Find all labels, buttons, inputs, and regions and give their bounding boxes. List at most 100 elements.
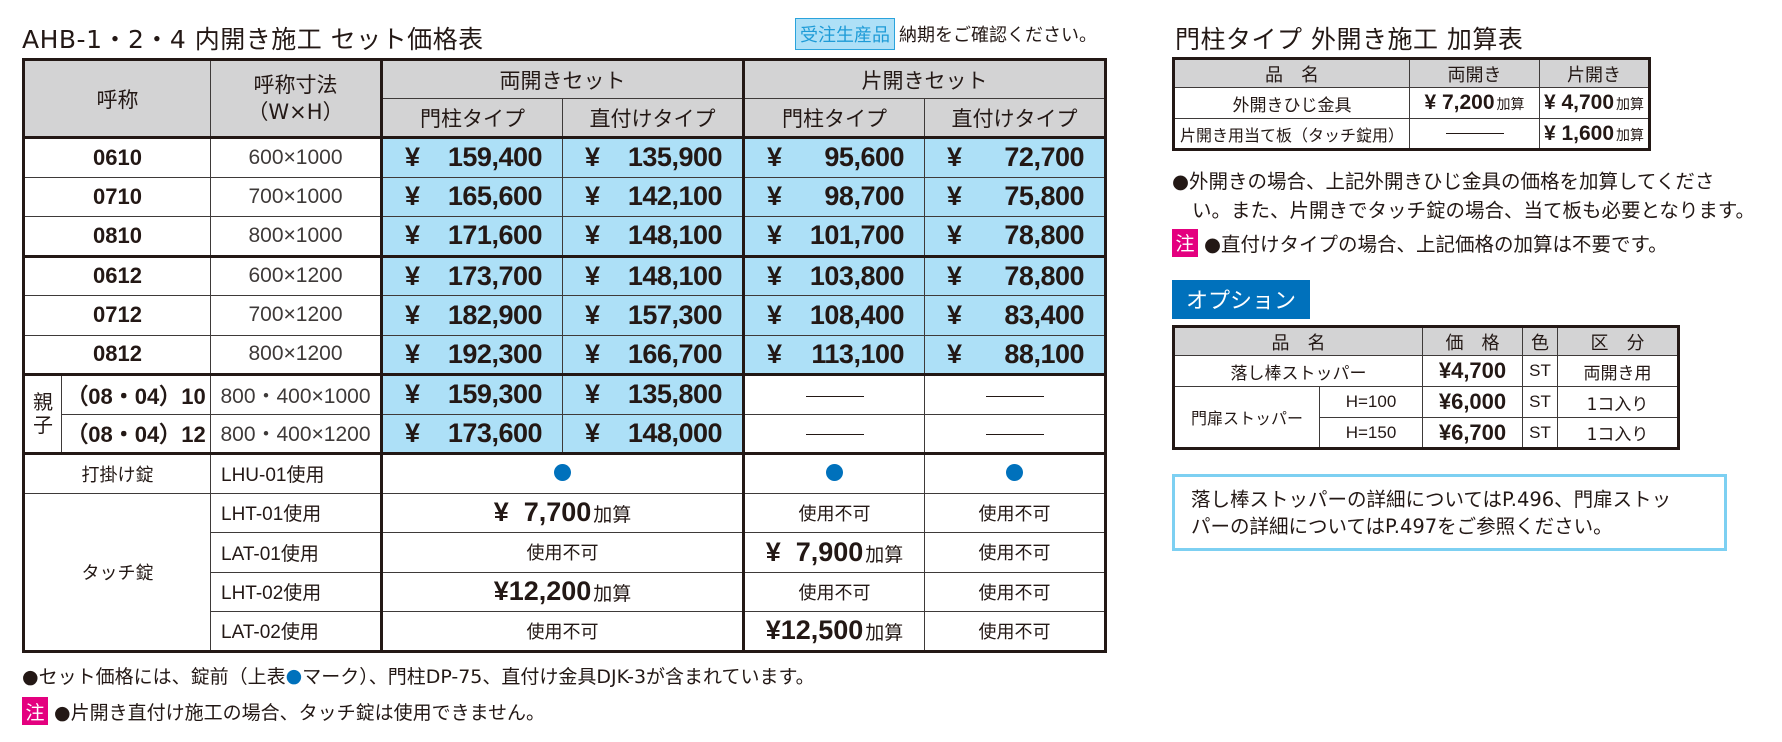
price-single-direct: ¥88,100: [924, 334, 1106, 375]
item-name: 片開き用当て板（タッチ錠用）: [1173, 118, 1410, 150]
lock-model: LAT-02使用: [210, 611, 382, 652]
price-single-direct: ¥83,400: [924, 295, 1106, 336]
price: ¥6,700: [1422, 417, 1523, 449]
included-mark-single-direct: [924, 452, 1106, 494]
price-double-direct: ¥135,800: [562, 373, 744, 415]
table-row: 0812 800×1200 ¥192,300 ¥166,700 ¥113,100…: [23, 334, 1106, 375]
yen-symbol: ¥: [947, 181, 962, 212]
price-double-direct: ¥135,900: [562, 136, 744, 178]
footnote-text: マーク）、門柱DP-75、直付け金具DJK-3が含まれています。: [302, 666, 815, 688]
header-row-2: 門柱タイプ 直付けタイプ 門柱タイプ 直付けタイプ: [24, 98, 1106, 138]
header-price: 価 格: [1422, 326, 1523, 356]
footnote-set-includes: ●セット価格には、錠前（上表 ● マーク）、門柱DP-75、直付け金具DJK-3が含…: [22, 662, 815, 689]
row-code: 0612: [23, 254, 211, 296]
row-code: 0712: [23, 295, 211, 336]
price-value: ¥ 1,600: [1543, 121, 1615, 145]
caution-badge: 注: [22, 697, 48, 725]
price-double-post: ¥159,300: [380, 373, 563, 415]
yen-symbol: ¥: [767, 260, 782, 291]
addon-suffix: 加算: [865, 622, 904, 645]
price-single-post: ¥108,400: [742, 295, 925, 336]
not-usable: 使用不可: [742, 492, 925, 533]
lock-model: LHT-02使用: [210, 571, 382, 612]
item-name: 外開きひじ金具: [1173, 87, 1410, 119]
row-size: 600×1000: [210, 136, 382, 178]
dash-line: [805, 434, 864, 436]
price-value: 101,700: [809, 220, 905, 251]
not-usable: 使用不可: [380, 611, 744, 652]
price: ¥4,700: [1422, 355, 1523, 387]
included-mark-double: [380, 452, 744, 494]
color: ST: [1522, 386, 1558, 418]
header-double-direct: 直付けタイプ: [562, 98, 744, 138]
lock-row-touch: LAT-02使用 使用不可 ¥12,500 加算 使用不可: [24, 611, 1106, 652]
price-single-direct: ¥78,800: [924, 216, 1106, 257]
price-value: 95,600: [824, 142, 904, 173]
header-category: 区 分: [1557, 326, 1679, 356]
yen-symbol: ¥: [585, 379, 600, 410]
price-value: 98,700: [824, 181, 904, 212]
header-color: 色: [1522, 326, 1558, 356]
yen-symbol: ¥: [767, 338, 782, 369]
category: 両開き用: [1557, 355, 1679, 387]
header-double-set: 両開きセット: [380, 59, 744, 99]
table-row: 0610 600×1000 ¥159,400 ¥135,900 ¥95,600 …: [23, 136, 1106, 178]
price-single-post: ¥113,100: [742, 334, 925, 375]
header-item: 品 名: [1173, 58, 1410, 88]
lock-model: LHT-01使用: [210, 492, 382, 533]
table-row: 落し棒ストッパー ¥4,700 ST 両開き用: [1173, 355, 1679, 387]
addon-value: ¥12,200: [493, 576, 592, 607]
header-row-1: 呼称 呼称寸法 （W×H） 両開きセット 片開きセット: [23, 59, 1106, 138]
caution-badge: 注: [1172, 228, 1198, 257]
yen-symbol: ¥: [405, 299, 420, 330]
set-price-table: 呼称 呼称寸法 （W×H） 両開きセット 片開きセット 門柱タイプ 直付けタイプ…: [22, 58, 1107, 653]
header-single-set: 片開きセット: [742, 59, 1106, 99]
row-code: （08・04）10: [61, 373, 211, 415]
row-code: 0710: [23, 176, 211, 217]
lock-row-touch: タッチ錠 LHT-01使用 ¥ 7,700 加算 使用不可 使用不可: [23, 492, 1106, 652]
price-single-direct: ¥78,800: [924, 254, 1106, 296]
header-name: 呼称: [23, 59, 211, 138]
addon-value: ¥ 7,700: [493, 497, 592, 528]
price-single-post-na: [742, 413, 925, 454]
price-double-post: ¥159,400: [380, 136, 563, 178]
price-double: ¥ 7,200 加算: [1409, 87, 1540, 119]
price-value: 159,300: [447, 379, 543, 410]
note-line: ●外開きの場合、上記外開きひじ金具の価格を加算してくださ: [1172, 170, 1715, 193]
price-value: 148,100: [627, 220, 723, 251]
blue-dot-icon: [826, 463, 843, 481]
reference-line: パーの詳細についてはP.497をご参照ください。: [1191, 515, 1613, 539]
price-suffix: 加算: [1616, 126, 1645, 143]
oyako-label: 親子: [23, 373, 62, 454]
price-value: 165,600: [447, 181, 543, 212]
yen-symbol: ¥: [405, 379, 420, 410]
price-value: 173,700: [447, 260, 543, 291]
row-code: 0810: [23, 216, 211, 257]
table-row: 0710 700×1000 ¥165,600 ¥142,100 ¥98,700 …: [23, 176, 1106, 217]
price-value: 78,800: [1004, 260, 1084, 291]
header-double-post: 門柱タイプ: [380, 98, 563, 138]
price-double-post: ¥173,600: [380, 413, 563, 454]
yen-symbol: ¥: [947, 260, 962, 291]
yen-symbol: ¥: [947, 142, 962, 173]
addon-suffix: 加算: [865, 543, 904, 566]
footnote-caution: 注 ●片開き直付け施工の場合、タッチ錠は使用できません。: [22, 697, 545, 725]
category: 1コ入り: [1557, 386, 1679, 418]
header-size-line1: 呼称寸法: [253, 73, 338, 98]
oyako-label-text: 親子: [33, 390, 53, 437]
blue-dot-icon: [554, 463, 571, 481]
addon-suffix: 加算: [593, 504, 632, 527]
blue-dot-icon: ●: [285, 664, 303, 687]
blue-dot-icon: [1006, 463, 1023, 481]
price-double-direct: ¥148,000: [562, 413, 744, 454]
yen-symbol: ¥: [767, 220, 782, 251]
row-size: 700×1000: [210, 176, 382, 217]
price-value: 72,700: [1004, 142, 1084, 173]
price-value: 173,600: [447, 417, 543, 448]
not-usable: 使用不可: [924, 571, 1106, 612]
yen-symbol: ¥: [585, 338, 600, 369]
price-value: 157,300: [627, 299, 723, 330]
header-row: 品 名 両開き 片開き: [1173, 58, 1650, 88]
not-usable: 使用不可: [924, 611, 1106, 652]
table-row: 外開きひじ金具 ¥ 7,200 加算 ¥ 4,700 加算: [1173, 87, 1650, 119]
